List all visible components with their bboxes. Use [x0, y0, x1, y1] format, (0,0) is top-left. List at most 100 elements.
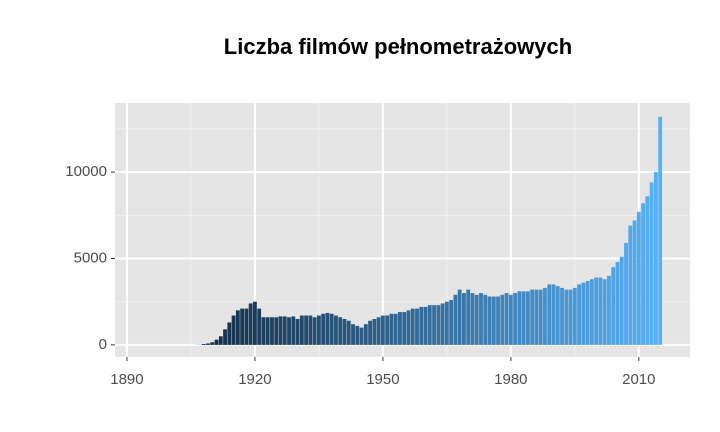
bar — [419, 306, 424, 345]
bar — [479, 293, 483, 345]
bar — [295, 318, 300, 345]
bar — [252, 301, 257, 345]
bar — [206, 343, 210, 345]
bar — [270, 317, 274, 345]
bar — [607, 275, 611, 345]
bar — [645, 196, 650, 345]
bar — [321, 313, 326, 345]
bar — [564, 289, 569, 345]
bar — [487, 296, 492, 345]
bar — [602, 279, 607, 345]
bar — [551, 284, 556, 345]
bar — [624, 242, 628, 345]
bar — [393, 313, 398, 345]
bar — [649, 182, 654, 345]
bar — [274, 317, 279, 345]
bar — [577, 284, 582, 345]
bar — [653, 172, 658, 345]
bar — [376, 317, 381, 345]
bar — [372, 318, 377, 345]
bar — [312, 317, 317, 345]
bar — [470, 293, 475, 345]
bar — [466, 289, 471, 345]
bar — [521, 291, 526, 345]
bar — [389, 313, 394, 345]
bar — [632, 220, 637, 345]
bar — [517, 291, 522, 345]
x-tick-label: 1950 — [366, 371, 399, 388]
bar — [585, 280, 590, 345]
bar — [398, 312, 402, 345]
bar — [231, 315, 236, 345]
bar — [615, 261, 620, 345]
bar — [581, 282, 586, 345]
bar — [210, 342, 215, 345]
bar — [223, 329, 227, 345]
bar — [619, 256, 624, 345]
bar — [555, 286, 560, 345]
bar — [385, 315, 390, 345]
bar — [432, 305, 436, 345]
bar — [594, 277, 599, 345]
bar — [265, 317, 270, 345]
bar — [483, 294, 488, 345]
y-tick-label: 10000 — [65, 163, 107, 180]
bar — [304, 315, 309, 345]
bar — [316, 315, 321, 345]
bar — [474, 294, 479, 345]
bar — [261, 317, 266, 345]
bar — [500, 294, 505, 345]
bar — [457, 289, 462, 345]
bar — [214, 339, 219, 345]
x-tick-label: 1980 — [494, 371, 527, 388]
bar — [240, 308, 245, 345]
x-tick-label: 1890 — [110, 371, 143, 388]
bar — [547, 284, 552, 345]
bar — [525, 291, 530, 345]
chart-title: Liczba filmów pełnometrażowych — [224, 34, 572, 59]
bar — [308, 315, 313, 345]
bar — [346, 320, 351, 345]
bar — [227, 322, 232, 345]
bar — [496, 296, 500, 345]
bar — [568, 289, 573, 345]
bar — [560, 287, 564, 345]
bar — [462, 293, 466, 345]
x-tick-label: 2010 — [622, 371, 655, 388]
bar — [329, 313, 334, 345]
bar — [244, 308, 249, 345]
bar — [415, 308, 419, 345]
bar — [611, 267, 616, 345]
bar — [201, 344, 206, 345]
bar — [334, 315, 338, 345]
bar — [641, 203, 645, 345]
bar — [380, 315, 385, 345]
bar — [325, 312, 330, 345]
bar — [491, 296, 496, 345]
bar — [453, 294, 458, 345]
bar — [436, 305, 441, 345]
bar — [355, 325, 360, 345]
bar — [572, 287, 577, 345]
bar — [427, 305, 432, 345]
bar — [406, 310, 411, 345]
bar — [338, 317, 343, 345]
bar — [342, 318, 347, 345]
bar — [543, 287, 547, 345]
bar — [508, 294, 513, 345]
bar — [282, 316, 287, 345]
bar — [218, 336, 223, 345]
bar — [363, 324, 368, 345]
bar — [423, 306, 428, 345]
bar — [402, 312, 407, 345]
bar — [598, 277, 603, 345]
bar — [589, 279, 594, 345]
bar — [351, 324, 355, 345]
bar — [444, 301, 449, 345]
bar — [235, 310, 240, 345]
x-tick-label: 1920 — [238, 371, 271, 388]
bar — [658, 116, 663, 345]
y-tick-label: 0 — [99, 336, 107, 353]
bar — [636, 211, 641, 345]
